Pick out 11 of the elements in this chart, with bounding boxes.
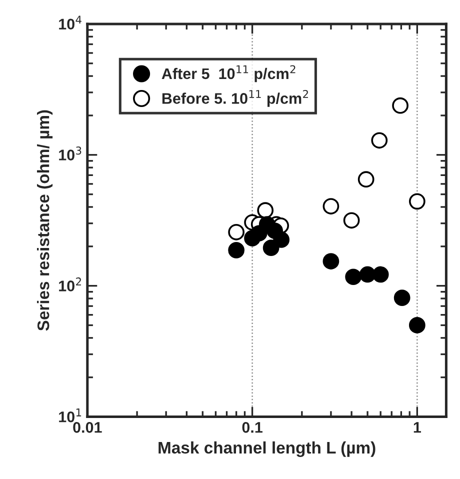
y-tick-label: 10$^{4}$ [59,16,82,30]
y-axis-title: Series resistance (ohm/ µm) [36,110,53,331]
x-tick-label: 0.1 [242,422,262,433]
y-tick-label: 10$^{1}$ [59,408,82,422]
y-tick-label: 10$^{2}$ [59,277,81,292]
x-tick-label: 1 [414,422,421,433]
x-axis-title: Mask channel length L (µm) [158,441,376,457]
legend-label: Before 5. 10$^{11}$ p/cm$^{2}$ [162,90,308,107]
x-tick-label: 0.01 [73,422,102,433]
legend-label: After 5 10$^{11}$ p/cm$^{2}$ [162,65,296,82]
y-tick-label: 10$^{3}$ [59,146,82,160]
